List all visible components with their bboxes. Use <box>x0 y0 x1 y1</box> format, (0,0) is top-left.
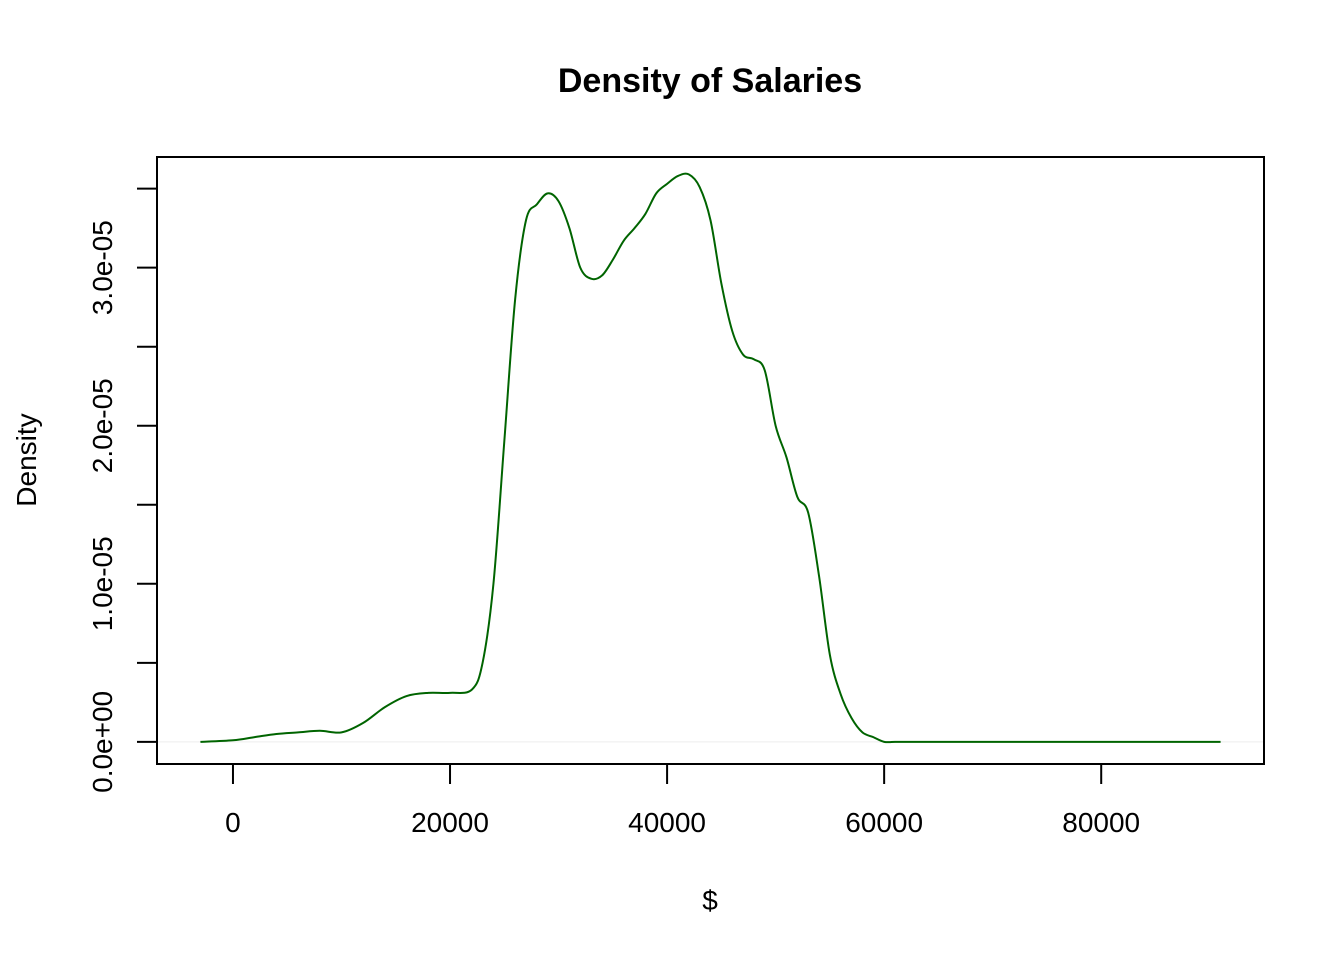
plot-frame <box>156 156 1265 765</box>
y-tick-label: 3.0e-05 <box>87 220 118 315</box>
x-tick-label: 20000 <box>411 807 489 838</box>
x-axis-label: $ <box>702 885 718 916</box>
x-tick-label: 40000 <box>628 807 706 838</box>
x-tick-label: 0 <box>225 807 241 838</box>
x-tick-label: 60000 <box>845 807 923 838</box>
y-tick-label: 0.0e+00 <box>87 691 118 793</box>
chart-title: Density of Salaries <box>558 62 862 100</box>
density-line <box>200 172 1221 744</box>
x-tick-label: 80000 <box>1062 807 1140 838</box>
x-axis: 0 20000 40000 60000 80000 <box>225 763 1140 838</box>
y-axis: 0.0e+00 1.0e-05 2.0e-05 3.0e-05 <box>87 187 158 793</box>
y-tick-label: 1.0e-05 <box>87 536 118 631</box>
y-tick-label: 2.0e-05 <box>87 378 118 473</box>
y-axis-label: Density <box>11 413 42 506</box>
